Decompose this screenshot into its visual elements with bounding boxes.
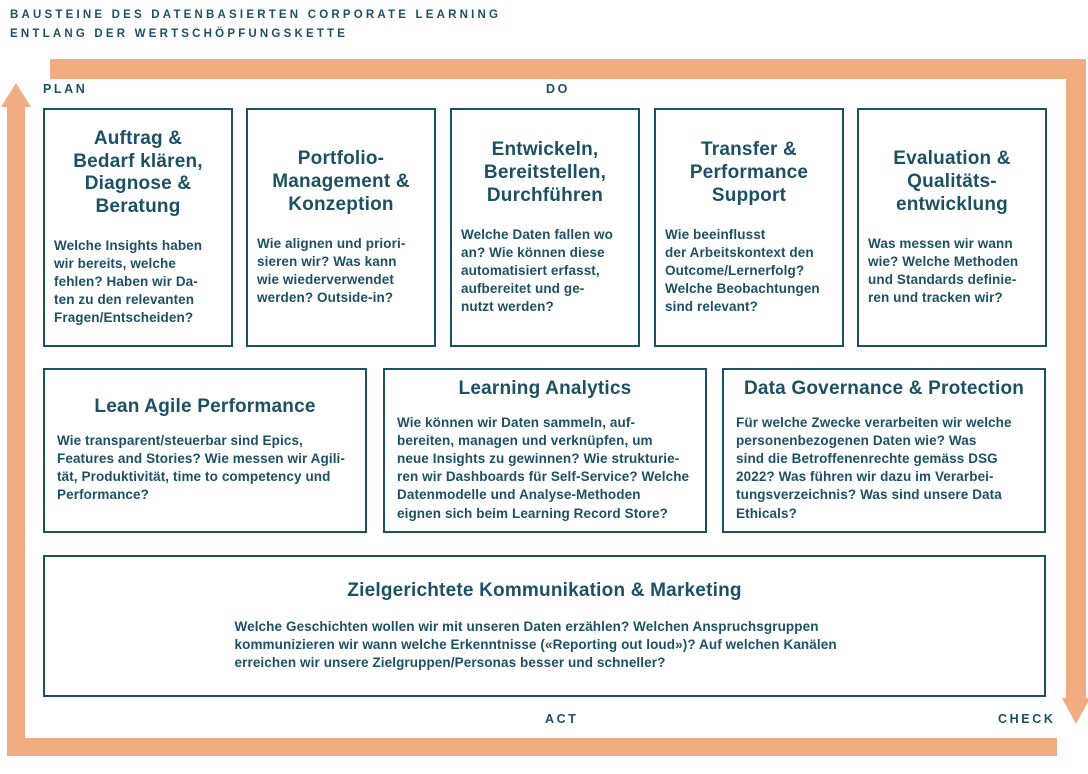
box-kommunikation-marketing: Zielgerichtete Kommunikation & Marketing… bbox=[43, 555, 1046, 697]
box-title: Zielgerichtete Kommunikation & Marketing bbox=[347, 579, 742, 601]
box-body: Welche Daten fallen wo an? Wie können di… bbox=[461, 226, 613, 314]
box-body: Wie transparent/steuerbar sind Epics, Fe… bbox=[57, 433, 346, 503]
page-title-line2: ENTLANG DER WERTSCHÖPFUNGSKETTE bbox=[10, 28, 349, 40]
label-plan: PLAN bbox=[43, 82, 88, 96]
box-transfer-performance: Transfer & Performance Support Wie beein… bbox=[654, 108, 844, 347]
arrow-up-icon bbox=[1, 83, 31, 107]
pdca-bar-right bbox=[1066, 79, 1086, 698]
box-lean-agile-performance: Lean Agile Performance Wie transparent/s… bbox=[43, 368, 367, 533]
box-title: Lean Agile Performance bbox=[94, 396, 316, 418]
box-body: Was messen wir wann wie? Welche Methoden… bbox=[868, 235, 1019, 305]
box-body: Wie können wir Daten sammeln, auf- berei… bbox=[397, 415, 690, 521]
box-title: Evaluation & Qualitäts- entwicklung bbox=[893, 148, 1011, 215]
box-body: Wie alignen und priori- sieren wir? Was … bbox=[257, 235, 406, 305]
box-title: Portfolio- Management & Konzeption bbox=[272, 148, 410, 215]
label-check: CHECK bbox=[998, 712, 1056, 726]
pdca-bar-bottom bbox=[7, 738, 1057, 756]
page-title: BAUSTEINE DES DATENBASIERTEN CORPORATE L… bbox=[10, 6, 501, 44]
box-body: Wie beeinflusst der Arbeitskontext den O… bbox=[665, 226, 820, 314]
box-data-governance: Data Governance & Protection Für welche … bbox=[722, 368, 1046, 533]
box-title: Entwickeln, Bereitstellen, Durchführen bbox=[483, 139, 607, 206]
page-title-line1: BAUSTEINE DES DATENBASIERTEN CORPORATE L… bbox=[10, 9, 502, 21]
box-auftrag-bedarf: Auftrag & Bedarf klären, Diagnose & Bera… bbox=[43, 108, 233, 347]
box-body: Welche Insights haben wir bereits, welch… bbox=[54, 237, 203, 326]
pdca-bar-left bbox=[7, 106, 25, 738]
arrow-down-icon bbox=[1062, 698, 1088, 724]
box-title: Data Governance & Protection bbox=[743, 378, 1025, 400]
pdca-bar-top bbox=[50, 59, 1086, 79]
label-act: ACT bbox=[545, 712, 579, 726]
box-title: Learning Analytics bbox=[458, 378, 632, 400]
box-title: Transfer & Performance Support bbox=[689, 139, 809, 206]
box-body: Welche Geschichten wollen wir mit unsere… bbox=[234, 618, 837, 670]
box-portfolio-management: Portfolio- Management & Konzeption Wie a… bbox=[246, 108, 436, 347]
label-do: DO bbox=[546, 82, 570, 96]
box-learning-analytics: Learning Analytics Wie können wir Daten … bbox=[383, 368, 707, 533]
box-evaluation-qualitaet: Evaluation & Qualitäts- entwicklung Was … bbox=[857, 108, 1047, 347]
box-title: Auftrag & Bedarf klären, Diagnose & Bera… bbox=[73, 127, 203, 218]
box-body: Für welche Zwecke verarbeiten wir welche… bbox=[736, 415, 1012, 521]
box-entwickeln-bereitstellen: Entwickeln, Bereitstellen, Durchführen W… bbox=[450, 108, 640, 347]
